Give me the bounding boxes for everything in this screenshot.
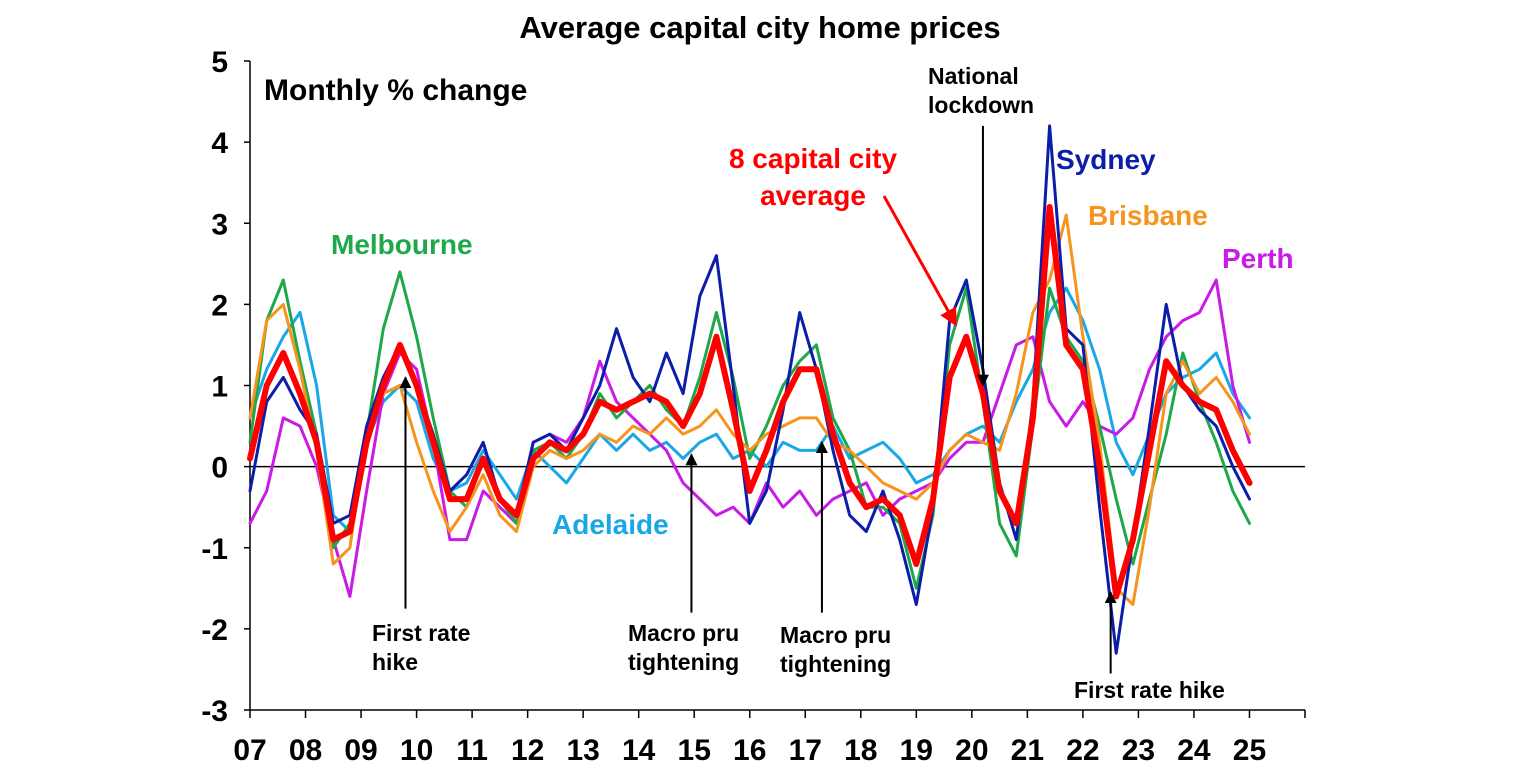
y-tick-label: 5 <box>211 46 228 79</box>
annotation-text: Macro pru <box>780 622 891 648</box>
series-label-8-capital-city-average: average <box>760 180 866 211</box>
series-label-8-capital-city-average: 8 capital city <box>729 143 898 174</box>
y-tick-label: -2 <box>201 614 228 647</box>
x-tick-label: 08 <box>289 734 322 767</box>
x-tick-label: 15 <box>678 734 711 767</box>
x-tick-label: 11 <box>456 734 488 767</box>
y-tick-label: 1 <box>211 371 228 404</box>
series-line-8-capital-city-average <box>247 204 1253 600</box>
y-tick-label: 2 <box>211 289 228 322</box>
series-line-melbourne <box>248 270 1251 590</box>
series-labels: Melbourne Sydney Brisbane Perth Adelaide 8 ca… <box>331 143 1294 540</box>
x-tick-label: 23 <box>1122 734 1155 767</box>
chart-subtitle: Monthly % change <box>264 74 527 107</box>
y-tick-label: -1 <box>201 533 228 566</box>
annotation-text: tightening <box>628 649 739 675</box>
x-tick-label: 09 <box>344 734 377 767</box>
series-line-brisbane <box>248 213 1251 606</box>
annotations: First rate hike Macro pru tightening Macro p… <box>372 63 1225 703</box>
x-tick-label: 24 <box>1177 734 1211 767</box>
x-tick-label: 13 <box>566 734 599 767</box>
x-tick-label: 19 <box>900 734 933 767</box>
x-tick-label: 25 <box>1233 734 1266 767</box>
x-tick-label: 18 <box>844 734 877 767</box>
x-tick-label: 20 <box>955 734 988 767</box>
annotation-text: First rate <box>372 620 470 646</box>
series-label-melbourne: Melbourne <box>331 229 473 260</box>
x-tick-label: 10 <box>400 734 433 767</box>
x-tick-label: 21 <box>1011 734 1044 767</box>
x-tick-label: 07 <box>233 734 266 767</box>
series-label-perth: Perth <box>1222 243 1294 274</box>
annotation-text: Macro pru <box>628 620 739 646</box>
x-tick-label: 16 <box>733 734 766 767</box>
y-tick-label: -3 <box>201 695 228 728</box>
y-tick-label: 4 <box>211 127 228 160</box>
x-tick-label: 14 <box>622 734 656 767</box>
chart-title: Average capital city home prices <box>519 10 1000 45</box>
annotation-text: lockdown <box>928 92 1034 118</box>
series-label-adelaide: Adelaide <box>552 509 669 540</box>
annotation-text: National <box>928 63 1019 89</box>
x-tick-label: 22 <box>1066 734 1099 767</box>
x-tick-label: 17 <box>789 734 822 767</box>
annotation-text: hike <box>372 649 418 675</box>
annotation-text: First rate hike <box>1074 677 1225 703</box>
y-tick-label: 3 <box>211 208 228 241</box>
series-label-brisbane: Brisbane <box>1088 200 1208 231</box>
series-label-pointer <box>882 195 958 327</box>
series-lines <box>247 124 1253 655</box>
x-tick-label: 12 <box>511 734 544 767</box>
series-label-sydney: Sydney <box>1056 144 1156 175</box>
y-tick-label: 0 <box>211 452 228 485</box>
annotation-text: tightening <box>780 651 891 677</box>
